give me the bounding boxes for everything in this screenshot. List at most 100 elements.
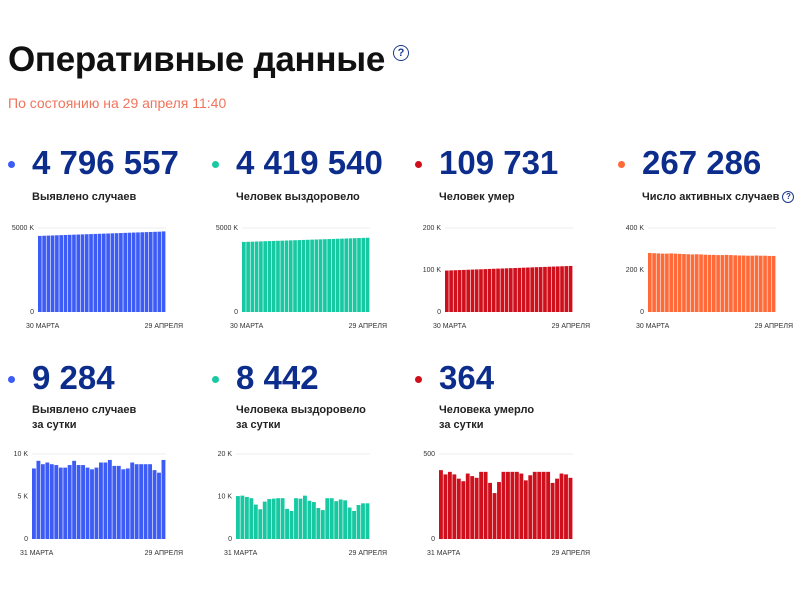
bar[interactable]	[161, 231, 166, 312]
bar[interactable]	[329, 498, 334, 539]
bar[interactable]	[45, 462, 50, 540]
bar[interactable]	[306, 239, 310, 312]
bar[interactable]	[55, 235, 59, 312]
bar[interactable]	[729, 255, 733, 312]
bar[interactable]	[750, 255, 755, 312]
bar[interactable]	[297, 240, 302, 312]
bar[interactable]	[347, 507, 352, 539]
bar[interactable]	[474, 477, 479, 539]
bar[interactable]	[513, 267, 517, 312]
bar[interactable]	[716, 255, 720, 312]
bar[interactable]	[456, 478, 461, 539]
bar[interactable]	[506, 471, 510, 539]
bar[interactable]	[356, 505, 361, 539]
bar[interactable]	[318, 239, 323, 312]
bar[interactable]	[102, 233, 106, 312]
bar[interactable]	[746, 255, 750, 312]
bar[interactable]	[76, 465, 81, 539]
bar[interactable]	[157, 231, 162, 312]
bar[interactable]	[32, 468, 36, 539]
bar[interactable]	[465, 473, 470, 539]
bar[interactable]	[352, 510, 356, 539]
bar[interactable]	[559, 473, 564, 539]
bar[interactable]	[289, 510, 294, 539]
bar[interactable]	[42, 235, 46, 312]
bar[interactable]	[249, 498, 254, 539]
bar[interactable]	[660, 253, 665, 312]
bar[interactable]	[258, 509, 263, 539]
bar[interactable]	[707, 254, 712, 312]
bar[interactable]	[344, 238, 349, 312]
bar[interactable]	[139, 464, 144, 539]
bar[interactable]	[331, 238, 336, 312]
bar[interactable]	[320, 510, 325, 539]
bar[interactable]	[550, 482, 555, 539]
bar[interactable]	[648, 252, 652, 312]
bar[interactable]	[253, 504, 258, 539]
bar[interactable]	[38, 235, 42, 312]
bar[interactable]	[453, 270, 458, 312]
bar[interactable]	[267, 499, 272, 539]
bar[interactable]	[119, 233, 123, 312]
bar[interactable]	[365, 237, 370, 312]
bar[interactable]	[500, 268, 505, 312]
bar[interactable]	[560, 266, 564, 312]
bar[interactable]	[758, 255, 763, 312]
bar[interactable]	[152, 470, 157, 539]
bar[interactable]	[712, 254, 716, 312]
bar[interactable]	[131, 232, 136, 312]
bar[interactable]	[690, 254, 695, 312]
bar[interactable]	[767, 255, 772, 312]
bar[interactable]	[361, 503, 365, 539]
bar[interactable]	[551, 266, 556, 312]
bar[interactable]	[107, 459, 112, 539]
bar[interactable]	[148, 231, 153, 312]
bar[interactable]	[59, 235, 63, 312]
bar[interactable]	[123, 232, 127, 312]
bar[interactable]	[143, 464, 148, 539]
bar[interactable]	[335, 238, 340, 312]
bar[interactable]	[80, 234, 85, 312]
bar[interactable]	[488, 482, 492, 539]
bar[interactable]	[244, 496, 249, 539]
bar[interactable]	[85, 467, 90, 539]
bar[interactable]	[280, 240, 285, 312]
bar[interactable]	[153, 231, 157, 312]
bar[interactable]	[514, 471, 519, 539]
bar[interactable]	[267, 241, 272, 312]
bar[interactable]	[497, 482, 501, 539]
bar[interactable]	[754, 255, 759, 312]
bar[interactable]	[665, 253, 669, 312]
bar[interactable]	[103, 462, 108, 540]
bar[interactable]	[340, 238, 344, 312]
bar[interactable]	[771, 255, 776, 312]
bar[interactable]	[134, 464, 139, 539]
bar[interactable]	[737, 255, 742, 312]
bar[interactable]	[136, 232, 140, 312]
bar[interactable]	[99, 462, 103, 540]
bar[interactable]	[130, 462, 135, 540]
bar[interactable]	[447, 471, 452, 539]
bar[interactable]	[293, 240, 297, 312]
bar[interactable]	[724, 254, 729, 312]
bar[interactable]	[530, 267, 534, 312]
bar[interactable]	[445, 270, 449, 312]
bar[interactable]	[240, 495, 245, 539]
bar[interactable]	[534, 267, 539, 312]
bar[interactable]	[114, 233, 119, 312]
bar[interactable]	[242, 241, 246, 312]
bar[interactable]	[259, 241, 263, 312]
bar[interactable]	[334, 501, 339, 539]
bar[interactable]	[365, 503, 370, 539]
bar[interactable]	[555, 478, 559, 539]
bar[interactable]	[316, 507, 321, 539]
bar[interactable]	[76, 234, 81, 312]
bar[interactable]	[348, 238, 353, 312]
bar[interactable]	[314, 239, 319, 312]
bar[interactable]	[703, 254, 708, 312]
bar[interactable]	[54, 465, 59, 539]
bar[interactable]	[90, 469, 94, 539]
bar[interactable]	[310, 239, 314, 312]
bar[interactable]	[526, 267, 530, 312]
bar[interactable]	[276, 240, 280, 312]
